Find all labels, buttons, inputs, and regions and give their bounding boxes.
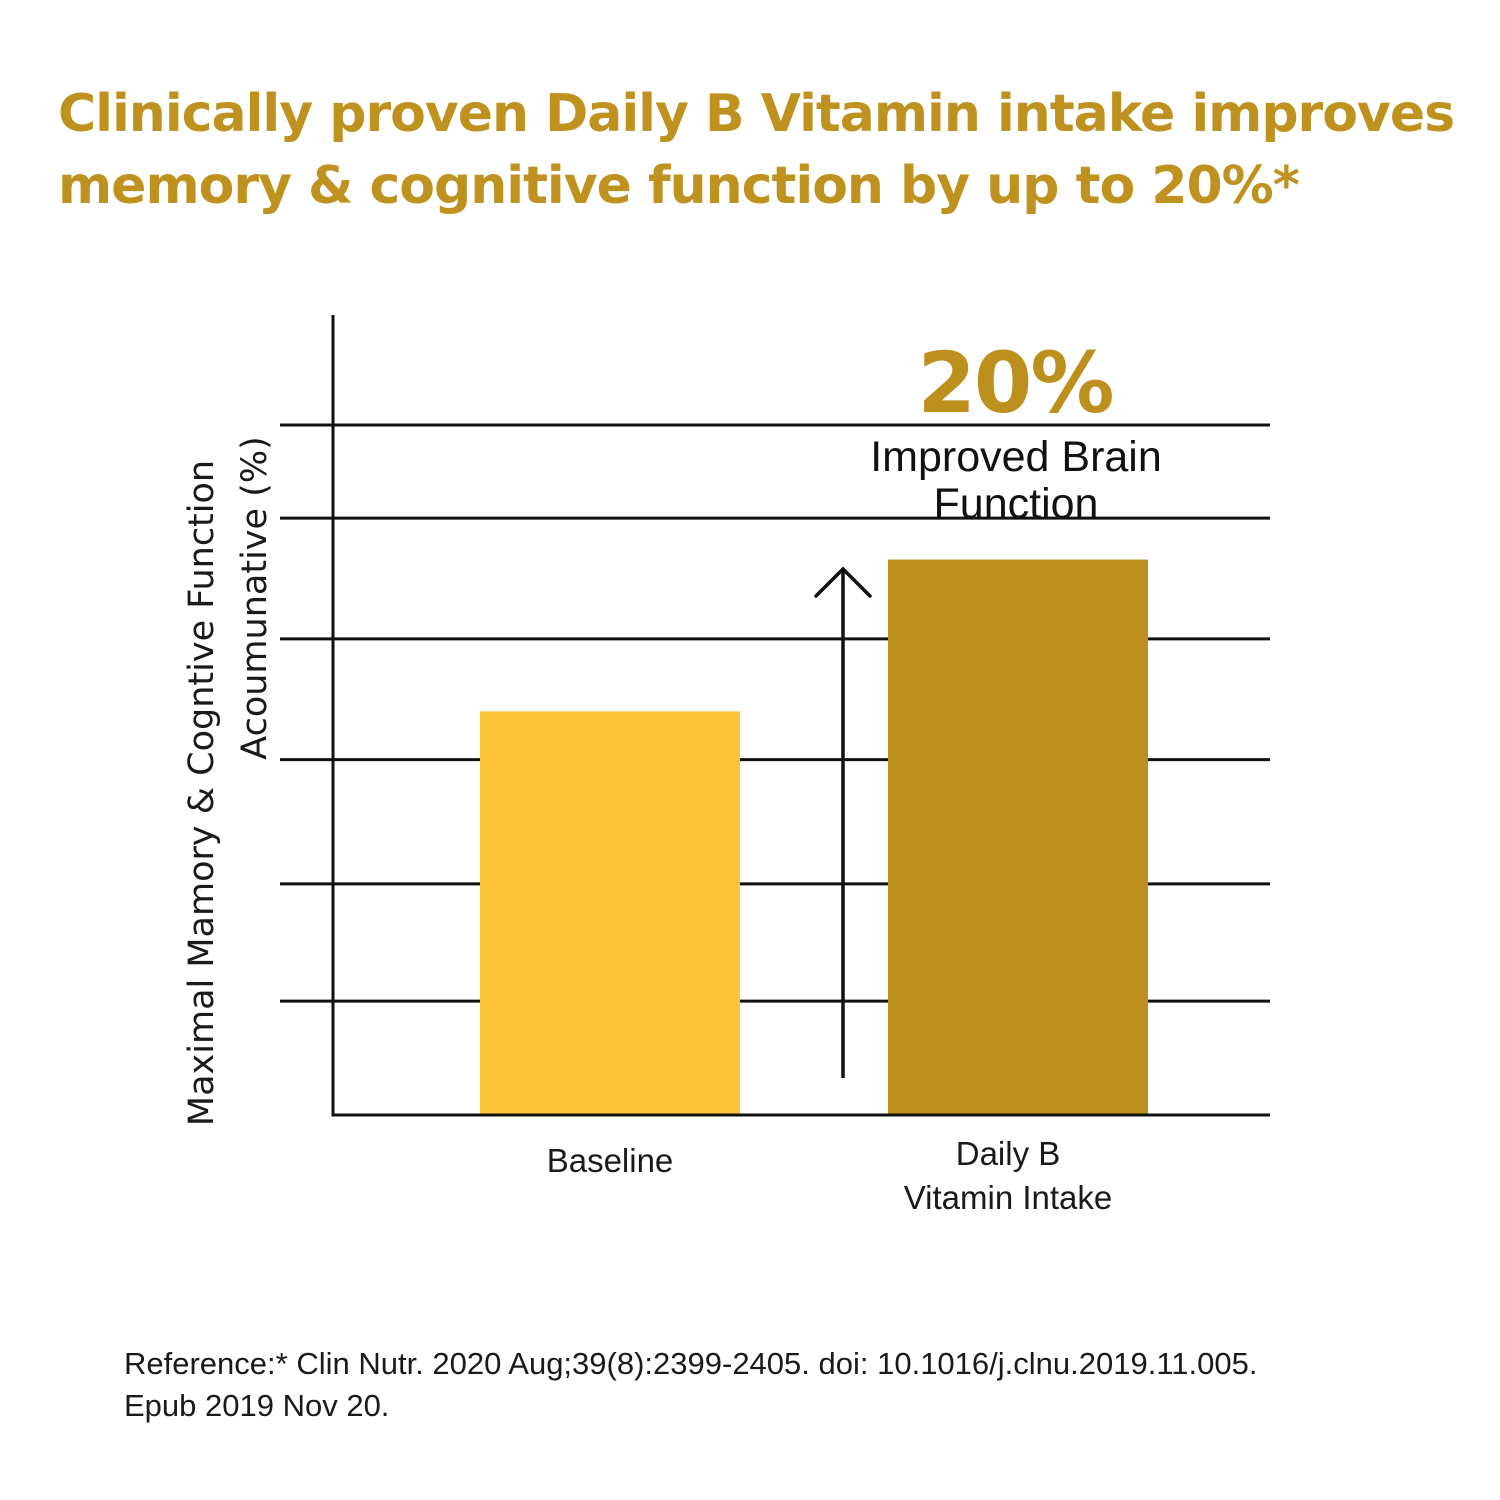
annotation-layer: 20%Improved Brain Function [814, 334, 1162, 1078]
x-tick-label-line: Baseline [547, 1142, 674, 1179]
title-line-1: Clinically proven Daily B Vitamin intake… [58, 84, 1455, 144]
x-tick-label-line: Daily B [956, 1135, 1061, 1172]
page-title: Clinically proven Daily B Vitamin intake… [58, 78, 1458, 222]
reference-note: Reference:* Clin Nutr. 2020 Aug;39(8):23… [124, 1343, 1424, 1427]
axis-layer [331, 315, 1270, 1117]
y-axis-label-line: Maximal Mamory & Cogntive Function [182, 460, 222, 1126]
y-axis-label: Maximal Mamory & Cogntive Function Acoumu… [182, 436, 275, 1126]
reference-line-1: Reference:* Clin Nutr. 2020 Aug;39(8):23… [124, 1346, 1258, 1381]
annotation-label-line: Improved Brain [870, 433, 1162, 481]
x-tick-label: Daily B Vitamin Intake [904, 1135, 1113, 1216]
y-axis-label-line: Acoumunative (%) [235, 436, 275, 759]
x-tick-label: Baseline [547, 1142, 674, 1179]
annotation-label: Improved Brain Function [870, 433, 1162, 528]
annotation-label-line: Function [934, 480, 1099, 528]
label-layer: Baseline Daily B Vitamin Intake Maximal Mam… [182, 436, 1112, 1216]
bar-layer [480, 559, 1148, 1115]
title-line-2: memory & cognitive function by up to 20%… [58, 156, 1300, 216]
annotation-value: 20% [917, 334, 1112, 432]
arrow-up-icon [814, 566, 872, 598]
bar [480, 711, 740, 1115]
bar [888, 559, 1148, 1115]
x-tick-label-line: Vitamin Intake [904, 1179, 1113, 1216]
reference-line-2: Epub 2019 Nov 20. [124, 1388, 390, 1423]
annotation-value-backdrop [915, 345, 1120, 419]
